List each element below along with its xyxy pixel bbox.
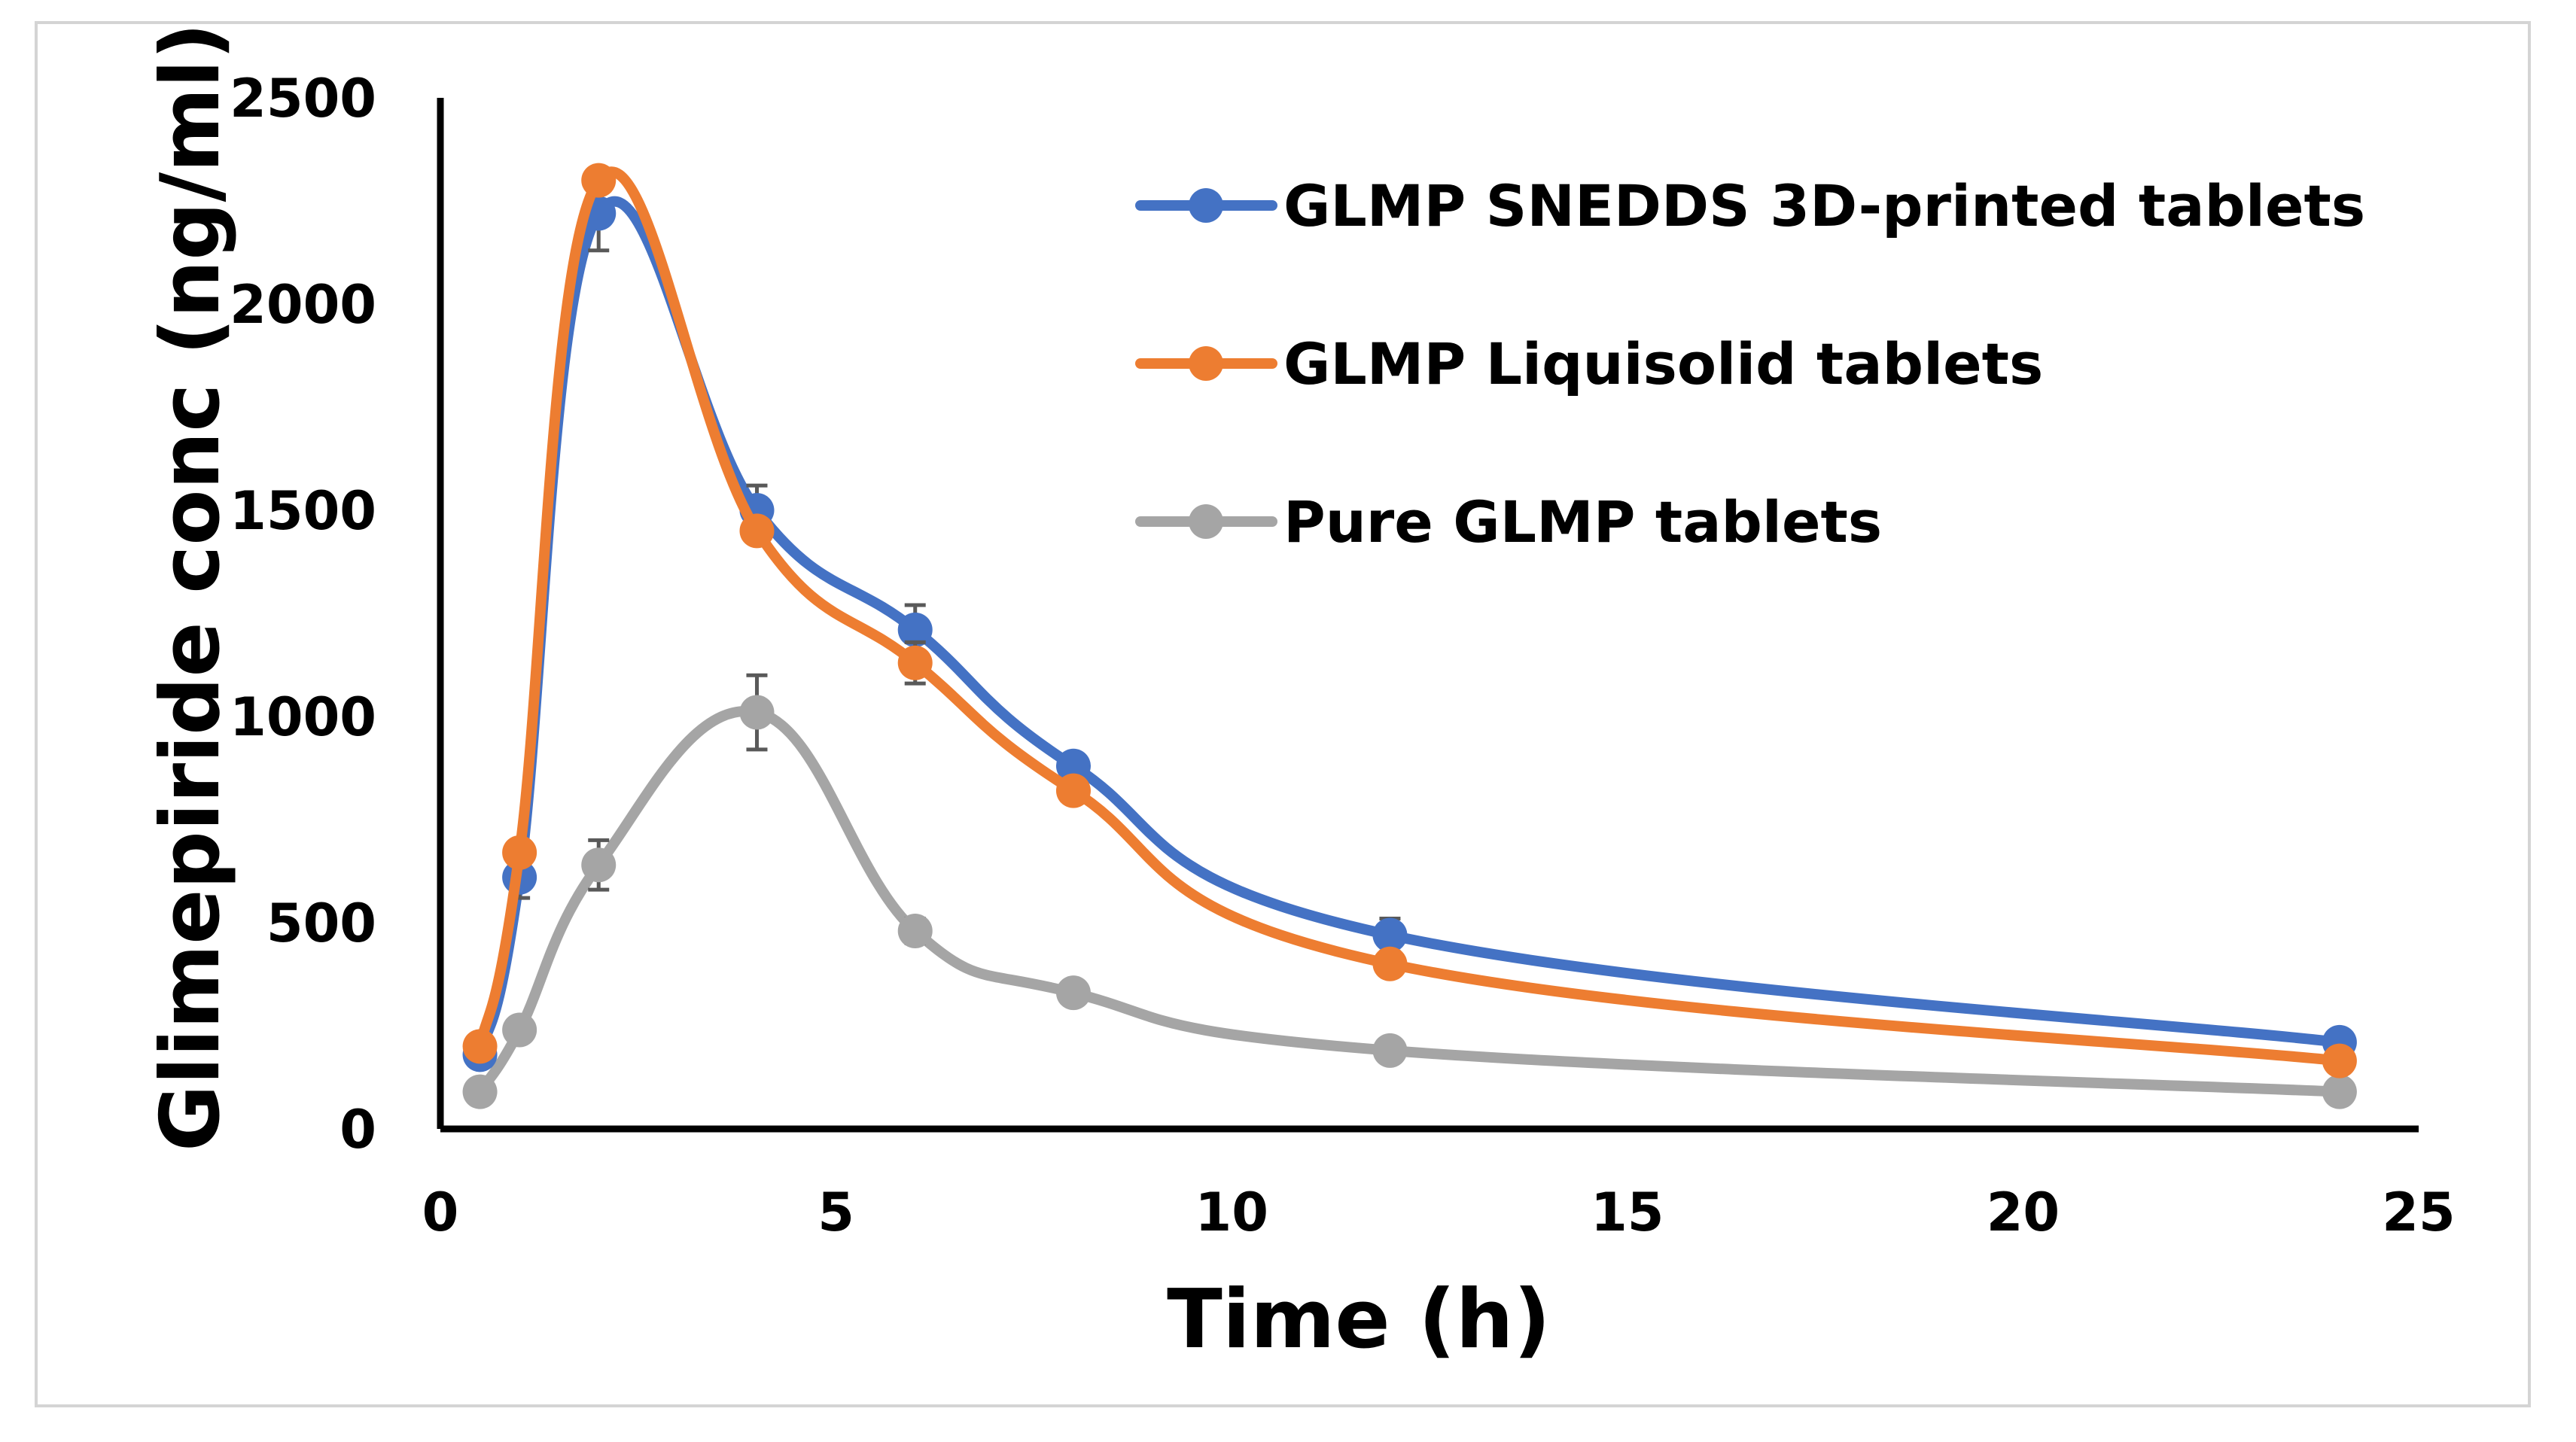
data-point (462, 1074, 498, 1109)
data-point (581, 163, 617, 198)
legend-swatch-marker-snedds (1189, 188, 1223, 223)
x-tick-label: 5 (818, 1182, 854, 1243)
data-point (897, 645, 933, 680)
data-point (739, 513, 775, 549)
series-line-pure (474, 706, 2345, 1097)
data-point (2322, 1043, 2357, 1078)
data-point (1055, 773, 1091, 808)
data-point (502, 835, 537, 870)
legend-label-snedds: GLMP SNEDDS 3D-printed tablets (1283, 172, 2365, 239)
x-ticks-layer: 0 5 10 15 20 25 (422, 1182, 2456, 1243)
data-point (1372, 946, 1408, 981)
data-point (1372, 1033, 1408, 1068)
data-point (2322, 1074, 2357, 1109)
series-liquisolid (462, 163, 2357, 1078)
data-point (1372, 917, 1408, 953)
legend-label-pure: Pure GLMP tablets (1283, 488, 1882, 555)
data-point (897, 612, 933, 647)
x-tick-label: 10 (1195, 1182, 1268, 1243)
y-tick-label: 500 (266, 893, 376, 954)
x-tick-label: 20 (1987, 1182, 2060, 1243)
x-tick-label: 25 (2382, 1182, 2455, 1243)
y-tick-label: 1500 (230, 480, 376, 542)
data-point (1055, 975, 1091, 1011)
data-point (502, 1012, 537, 1048)
series-line-liquisolid (474, 166, 2345, 1066)
series-snedds (462, 174, 2357, 1072)
series-layer (462, 163, 2357, 1109)
data-point (897, 913, 933, 948)
legend-swatch-marker-pure (1189, 504, 1223, 539)
legend-label-liquisolid: GLMP Liquisolid tablets (1283, 330, 2043, 397)
x-tick-label: 0 (422, 1182, 459, 1243)
y-tick-label: 0 (340, 1099, 376, 1161)
legend: GLMP SNEDDS 3D-printed tablets GLMP Liqu… (1135, 172, 2365, 555)
series-line-snedds (474, 196, 2345, 1060)
series-pure (462, 673, 2357, 1109)
x-tick-label: 15 (1591, 1182, 1664, 1243)
data-point (581, 847, 617, 883)
y-ticks-layer: 0 500 1000 1500 2000 2500 (230, 68, 376, 1161)
x-axis-title: Time (h) (1167, 1273, 1551, 1367)
y-tick-label: 2000 (230, 274, 376, 336)
chart-frame (35, 21, 2531, 1407)
y-axis-title: Glimepiride conc (ng/ml) (144, 23, 238, 1151)
y-tick-label: 2500 (230, 68, 376, 129)
legend-swatch-marker-liquisolid (1189, 346, 1223, 381)
data-point (462, 1029, 498, 1064)
y-tick-label: 1000 (230, 686, 376, 748)
data-point (1055, 748, 1091, 783)
data-point (739, 695, 775, 730)
